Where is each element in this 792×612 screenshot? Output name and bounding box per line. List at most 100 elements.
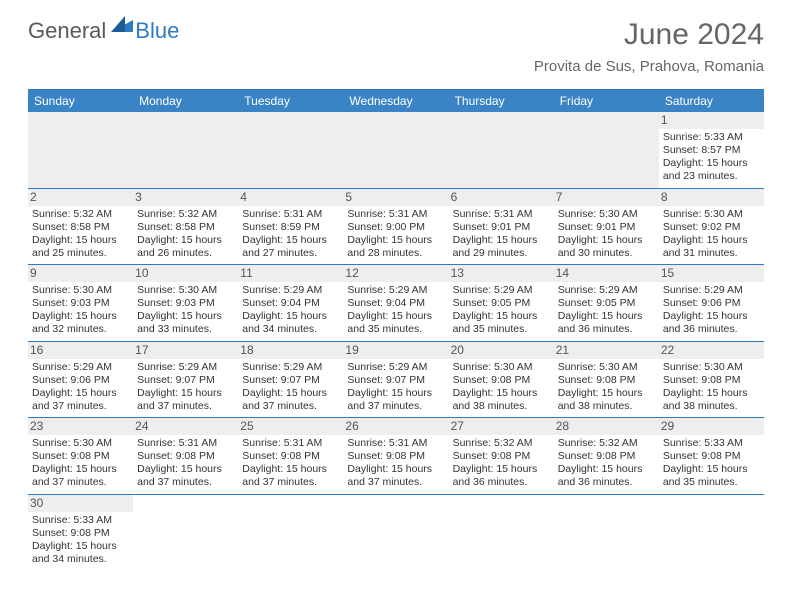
- daylight-text: Daylight: 15 hours and 37 minutes.: [242, 387, 339, 413]
- day-number: 5: [343, 189, 448, 206]
- daylight-text: Daylight: 15 hours and 34 minutes.: [242, 310, 339, 336]
- weekday-label: Saturday: [659, 90, 764, 112]
- daylight-text: Daylight: 15 hours and 31 minutes.: [663, 234, 760, 260]
- day-number: 19: [343, 342, 448, 359]
- daylight-text: Daylight: 15 hours and 26 minutes.: [137, 234, 234, 260]
- daylight-text: Daylight: 15 hours and 37 minutes.: [32, 387, 129, 413]
- header: General Blue June 2024 Provita de Sus, P…: [0, 0, 792, 83]
- day-number: 14: [554, 265, 659, 282]
- sunrise-text: Sunrise: 5:32 AM: [558, 437, 655, 450]
- daylight-text: Daylight: 15 hours and 36 minutes.: [663, 310, 760, 336]
- sunrise-text: Sunrise: 5:30 AM: [558, 208, 655, 221]
- day-number: 2: [28, 189, 133, 206]
- day-number: 28: [554, 418, 659, 435]
- day-number: 16: [28, 342, 133, 359]
- sunrise-text: Sunrise: 5:31 AM: [242, 208, 339, 221]
- daylight-text: Daylight: 15 hours and 37 minutes.: [347, 463, 444, 489]
- sunrise-text: Sunrise: 5:29 AM: [663, 284, 760, 297]
- calendar-cell-empty: [449, 112, 554, 188]
- calendar-week: 30Sunrise: 5:33 AMSunset: 9:08 PMDayligh…: [28, 494, 764, 571]
- daylight-text: Daylight: 15 hours and 37 minutes.: [242, 463, 339, 489]
- calendar: SundayMondayTuesdayWednesdayThursdayFrid…: [28, 89, 764, 570]
- sunrise-text: Sunrise: 5:29 AM: [347, 284, 444, 297]
- sunset-text: Sunset: 9:08 PM: [453, 450, 550, 463]
- sunrise-text: Sunrise: 5:33 AM: [663, 131, 760, 144]
- daylight-text: Daylight: 15 hours and 35 minutes.: [663, 463, 760, 489]
- day-number: 4: [238, 189, 343, 206]
- day-number: 30: [28, 495, 133, 512]
- daylight-text: Daylight: 15 hours and 33 minutes.: [137, 310, 234, 336]
- calendar-cell: 27Sunrise: 5:32 AMSunset: 9:08 PMDayligh…: [449, 417, 554, 494]
- sunset-text: Sunset: 9:08 PM: [137, 450, 234, 463]
- sunset-text: Sunset: 9:08 PM: [558, 374, 655, 387]
- calendar-cell-empty: [28, 112, 133, 188]
- calendar-cell-empty: [133, 494, 238, 571]
- calendar-cell: 25Sunrise: 5:31 AMSunset: 9:08 PMDayligh…: [238, 417, 343, 494]
- sunset-text: Sunset: 9:01 PM: [558, 221, 655, 234]
- weekday-label: Thursday: [449, 90, 554, 112]
- day-number: 1: [659, 112, 764, 129]
- sunrise-text: Sunrise: 5:33 AM: [32, 514, 129, 527]
- sunrise-text: Sunrise: 5:29 AM: [137, 361, 234, 374]
- calendar-cell: 22Sunrise: 5:30 AMSunset: 9:08 PMDayligh…: [659, 341, 764, 418]
- day-number: 10: [133, 265, 238, 282]
- calendar-cell: 19Sunrise: 5:29 AMSunset: 9:07 PMDayligh…: [343, 341, 448, 418]
- daylight-text: Daylight: 15 hours and 30 minutes.: [558, 234, 655, 260]
- calendar-cell: 2Sunrise: 5:32 AMSunset: 8:58 PMDaylight…: [28, 188, 133, 265]
- calendar-cell: 18Sunrise: 5:29 AMSunset: 9:07 PMDayligh…: [238, 341, 343, 418]
- daylight-text: Daylight: 15 hours and 37 minutes.: [137, 463, 234, 489]
- daylight-text: Daylight: 15 hours and 29 minutes.: [453, 234, 550, 260]
- sunrise-text: Sunrise: 5:30 AM: [32, 437, 129, 450]
- day-number: 25: [238, 418, 343, 435]
- calendar-week: 16Sunrise: 5:29 AMSunset: 9:06 PMDayligh…: [28, 341, 764, 418]
- calendar-cell-empty: [554, 494, 659, 571]
- brand-accent: Blue: [135, 18, 179, 44]
- calendar-cell: 21Sunrise: 5:30 AMSunset: 9:08 PMDayligh…: [554, 341, 659, 418]
- weekday-label: Tuesday: [238, 90, 343, 112]
- day-number: 12: [343, 265, 448, 282]
- weekday-header: SundayMondayTuesdayWednesdayThursdayFrid…: [28, 90, 764, 112]
- daylight-text: Daylight: 15 hours and 28 minutes.: [347, 234, 444, 260]
- calendar-cell-empty: [238, 112, 343, 188]
- day-number: 8: [659, 189, 764, 206]
- calendar-cell: 29Sunrise: 5:33 AMSunset: 9:08 PMDayligh…: [659, 417, 764, 494]
- day-number: 6: [449, 189, 554, 206]
- calendar-cell: 30Sunrise: 5:33 AMSunset: 9:08 PMDayligh…: [28, 494, 133, 571]
- day-number: 27: [449, 418, 554, 435]
- title-block: June 2024 Provita de Sus, Prahova, Roman…: [534, 18, 764, 75]
- sunrise-text: Sunrise: 5:32 AM: [137, 208, 234, 221]
- daylight-text: Daylight: 15 hours and 34 minutes.: [32, 540, 129, 566]
- daylight-text: Daylight: 15 hours and 27 minutes.: [242, 234, 339, 260]
- brand-logo: General Blue: [28, 18, 179, 44]
- day-number: 11: [238, 265, 343, 282]
- weekday-label: Friday: [554, 90, 659, 112]
- day-number: 26: [343, 418, 448, 435]
- calendar-cell: 8Sunrise: 5:30 AMSunset: 9:02 PMDaylight…: [659, 188, 764, 265]
- sunset-text: Sunset: 9:05 PM: [453, 297, 550, 310]
- weekday-label: Wednesday: [343, 90, 448, 112]
- sunrise-text: Sunrise: 5:30 AM: [137, 284, 234, 297]
- daylight-text: Daylight: 15 hours and 38 minutes.: [663, 387, 760, 413]
- sunset-text: Sunset: 8:58 PM: [32, 221, 129, 234]
- sunrise-text: Sunrise: 5:30 AM: [558, 361, 655, 374]
- sunset-text: Sunset: 9:05 PM: [558, 297, 655, 310]
- calendar-cell: 26Sunrise: 5:31 AMSunset: 9:08 PMDayligh…: [343, 417, 448, 494]
- day-number: 20: [449, 342, 554, 359]
- day-number: 15: [659, 265, 764, 282]
- sunset-text: Sunset: 8:57 PM: [663, 144, 760, 157]
- sunset-text: Sunset: 9:01 PM: [453, 221, 550, 234]
- sunrise-text: Sunrise: 5:30 AM: [32, 284, 129, 297]
- sunrise-text: Sunrise: 5:29 AM: [453, 284, 550, 297]
- sunset-text: Sunset: 9:08 PM: [663, 374, 760, 387]
- daylight-text: Daylight: 15 hours and 36 minutes.: [453, 463, 550, 489]
- sunrise-text: Sunrise: 5:29 AM: [242, 361, 339, 374]
- sunrise-text: Sunrise: 5:31 AM: [242, 437, 339, 450]
- page-title: June 2024: [534, 18, 764, 52]
- calendar-cell: 13Sunrise: 5:29 AMSunset: 9:05 PMDayligh…: [449, 264, 554, 341]
- calendar-cell: 24Sunrise: 5:31 AMSunset: 9:08 PMDayligh…: [133, 417, 238, 494]
- daylight-text: Daylight: 15 hours and 36 minutes.: [558, 463, 655, 489]
- daylight-text: Daylight: 15 hours and 35 minutes.: [453, 310, 550, 336]
- sunset-text: Sunset: 9:07 PM: [347, 374, 444, 387]
- calendar-cell-empty: [133, 112, 238, 188]
- sunset-text: Sunset: 9:06 PM: [663, 297, 760, 310]
